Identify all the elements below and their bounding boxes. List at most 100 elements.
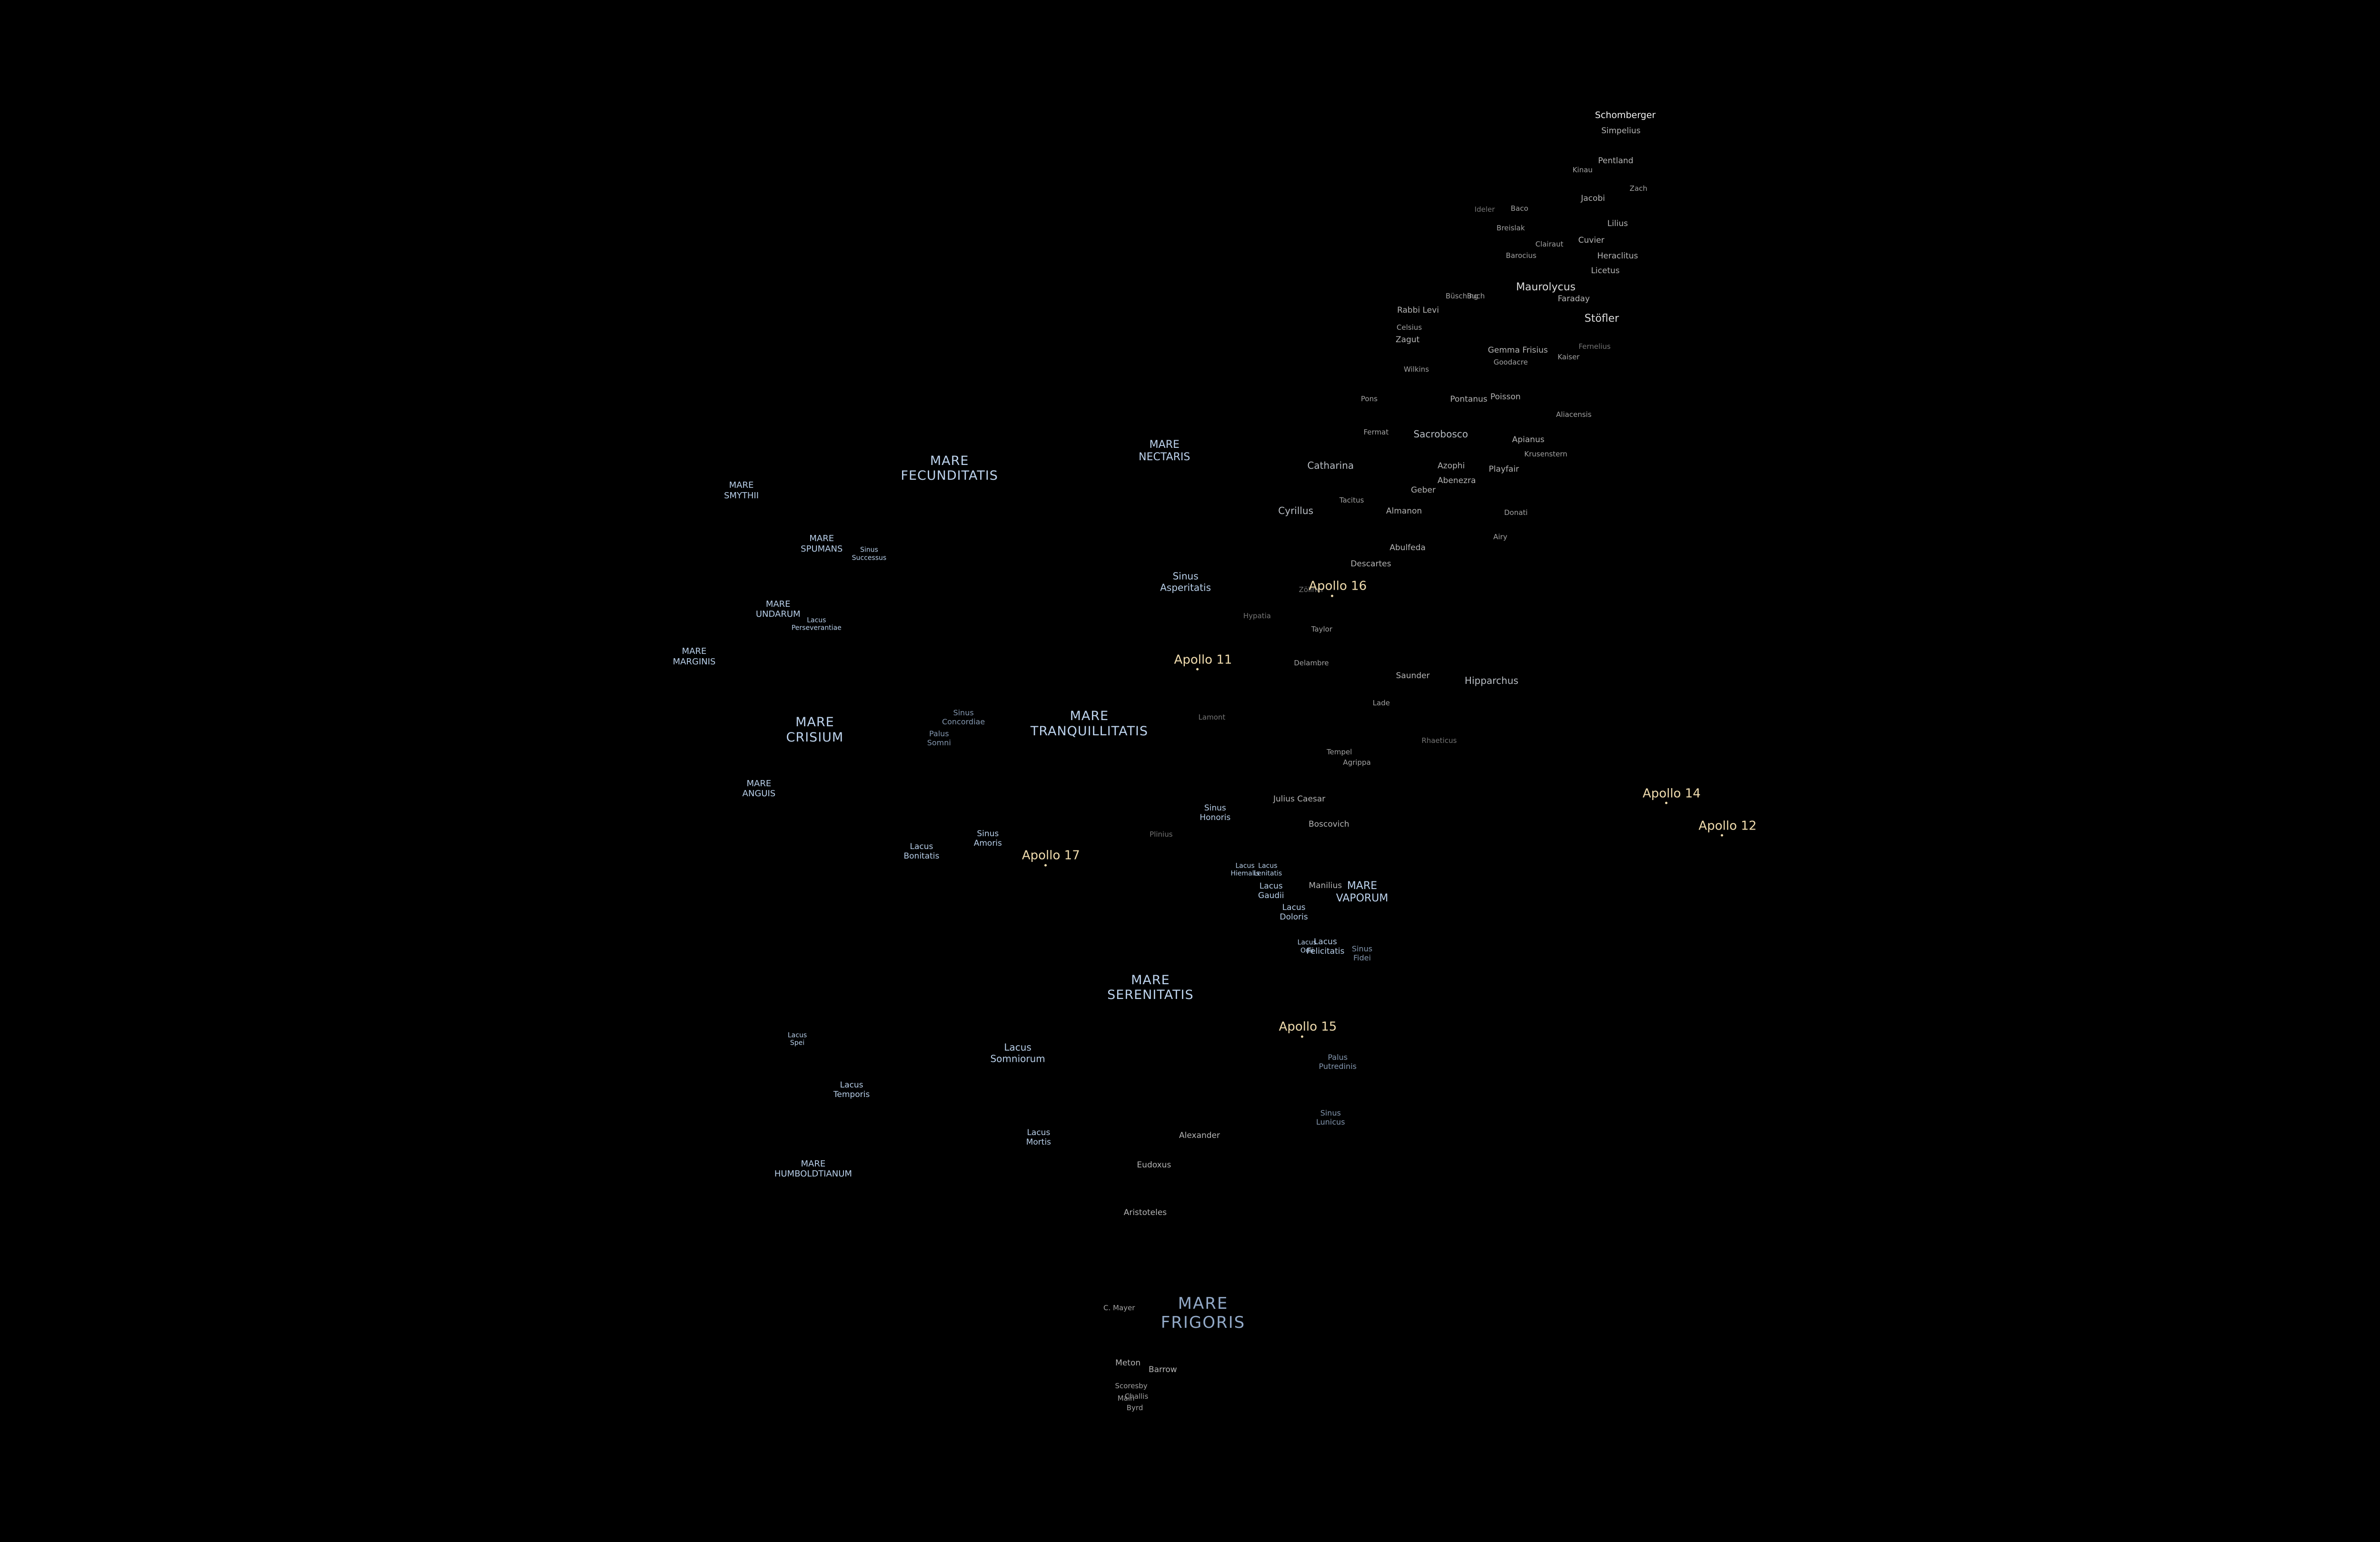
- crater-feature-label[interactable]: Barrow: [1148, 1365, 1177, 1375]
- crater-feature-label[interactable]: C. Mayer: [1103, 1304, 1135, 1313]
- crater-feature-label[interactable]: Saunder: [1396, 671, 1430, 681]
- mare-feature-label[interactable]: MARE VAPORUM: [1336, 880, 1388, 905]
- water-feature-label[interactable]: Lacus Bonitatis: [903, 842, 940, 861]
- crater-feature-label[interactable]: Abenezra: [1438, 476, 1476, 486]
- crater-feature-label[interactable]: Byrd: [1126, 1404, 1143, 1413]
- crater-feature-label[interactable]: Abulfeda: [1389, 543, 1426, 553]
- mare-feature-label[interactable]: MARE FRIGORIS: [1160, 1294, 1246, 1332]
- water-feature-label[interactable]: Sinus Lunicus: [1316, 1108, 1345, 1127]
- crater-feature-label[interactable]: Zöllner: [1299, 585, 1324, 594]
- crater-feature-label[interactable]: Wilkins: [1404, 365, 1429, 374]
- water-feature-label[interactable]: Sinus Concordiae: [942, 708, 985, 726]
- water-feature-label[interactable]: Lacus Lenitatis: [1253, 862, 1282, 878]
- mare-feature-label[interactable]: MARE MARGINIS: [673, 646, 716, 667]
- mare-feature-label[interactable]: MARE SERENITATIS: [1107, 972, 1194, 1003]
- mare-feature-label[interactable]: MARE SMYTHII: [724, 480, 759, 501]
- crater-feature-label[interactable]: Agrippa: [1343, 758, 1371, 767]
- crater-feature-label[interactable]: Barocius: [1506, 251, 1537, 260]
- crater-feature-label[interactable]: Challis: [1124, 1392, 1149, 1401]
- crater-feature-label[interactable]: Main: [1117, 1394, 1135, 1403]
- crater-feature-label[interactable]: Tempel: [1327, 748, 1352, 757]
- mare-feature-label[interactable]: MARE ANGUIS: [742, 778, 776, 799]
- water-feature-label[interactable]: Lacus Spei: [787, 1031, 807, 1047]
- crater-feature-label[interactable]: Pentland: [1598, 156, 1634, 166]
- water-feature-label[interactable]: Lacus Temporis: [833, 1080, 870, 1100]
- water-feature-label[interactable]: Sinus Asperitatis: [1160, 570, 1211, 593]
- crater-feature-label[interactable]: Fernelius: [1578, 342, 1611, 351]
- crater-feature-label[interactable]: Catharina: [1307, 460, 1354, 472]
- crater-feature-label[interactable]: Stöfler: [1584, 313, 1619, 325]
- mare-feature-label[interactable]: MARE NECTARIS: [1139, 438, 1190, 463]
- crater-feature-label[interactable]: Julius Caesar: [1273, 794, 1326, 804]
- crater-feature-label[interactable]: Goodacre: [1493, 358, 1528, 367]
- crater-feature-label[interactable]: Lamont: [1198, 713, 1226, 722]
- crater-feature-label[interactable]: Scoresby: [1115, 1382, 1148, 1391]
- crater-feature-label[interactable]: Pons: [1361, 395, 1378, 404]
- crater-feature-label[interactable]: Cuvier: [1578, 236, 1605, 246]
- water-feature-label[interactable]: Lacus Mortis: [1026, 1127, 1051, 1147]
- crater-feature-label[interactable]: Maurolycus: [1516, 281, 1576, 294]
- apollo-site-label[interactable]: Apollo 14: [1643, 786, 1701, 804]
- crater-feature-label[interactable]: Pontanus: [1450, 395, 1488, 405]
- water-feature-label[interactable]: Lacus Gaudii: [1258, 881, 1284, 900]
- water-feature-label[interactable]: Sinus Fidei: [1351, 944, 1373, 962]
- crater-feature-label[interactable]: Taylor: [1311, 624, 1333, 633]
- water-feature-label[interactable]: Lacus Somniorum: [990, 1041, 1045, 1065]
- water-feature-label[interactable]: Lacus Doloris: [1279, 903, 1308, 922]
- mare-feature-label[interactable]: MARE CRISIUM: [786, 714, 844, 745]
- crater-feature-label[interactable]: Cyrillus: [1278, 505, 1314, 517]
- crater-feature-label[interactable]: Boscovich: [1309, 820, 1349, 830]
- mare-feature-label[interactable]: MARE FECUNDITATIS: [901, 453, 998, 484]
- crater-feature-label[interactable]: Clairaut: [1535, 240, 1564, 249]
- crater-feature-label[interactable]: Simpelius: [1601, 126, 1641, 136]
- water-feature-label[interactable]: Lacus Felicitatis: [1306, 937, 1345, 957]
- crater-feature-label[interactable]: Poisson: [1490, 392, 1521, 402]
- crater-feature-label[interactable]: Celsius: [1397, 323, 1422, 332]
- apollo-site-label[interactable]: Apollo 17: [1022, 849, 1080, 867]
- crater-feature-label[interactable]: Delambre: [1294, 659, 1329, 668]
- apollo-site-label[interactable]: Apollo 12: [1698, 819, 1756, 837]
- crater-feature-label[interactable]: Zach: [1629, 184, 1647, 193]
- mare-feature-label[interactable]: MARE SPUMANS: [801, 534, 843, 554]
- crater-feature-label[interactable]: Baco: [1510, 204, 1528, 213]
- crater-feature-label[interactable]: Fermat: [1363, 428, 1389, 437]
- crater-feature-label[interactable]: Tacitus: [1339, 496, 1364, 505]
- mare-feature-label[interactable]: MARE UNDARUM: [755, 599, 801, 620]
- crater-feature-label[interactable]: Eudoxus: [1137, 1160, 1171, 1170]
- water-feature-label[interactable]: Sinus Successus: [852, 546, 887, 562]
- water-feature-label[interactable]: Sinus Amoris: [973, 829, 1002, 848]
- water-feature-label[interactable]: Lacus Odii: [1297, 939, 1317, 955]
- crater-feature-label[interactable]: Licetus: [1591, 266, 1620, 276]
- crater-feature-label[interactable]: Almanon: [1386, 506, 1422, 516]
- mare-feature-label[interactable]: MARE TRANQUILLITATIS: [1030, 708, 1149, 739]
- crater-feature-label[interactable]: Hypatia: [1243, 612, 1271, 621]
- crater-feature-label[interactable]: Kaiser: [1557, 353, 1580, 362]
- crater-feature-label[interactable]: Aristoteles: [1123, 1207, 1167, 1217]
- crater-feature-label[interactable]: Rabbi Levi: [1397, 305, 1439, 315]
- water-feature-label[interactable]: Lacus Hiemalis: [1230, 862, 1259, 878]
- water-feature-label[interactable]: Palus Putredinis: [1319, 1052, 1357, 1071]
- crater-feature-label[interactable]: Geber: [1411, 485, 1436, 495]
- crater-feature-label[interactable]: Azophi: [1438, 461, 1465, 471]
- crater-feature-label[interactable]: Gemma Frisius: [1488, 346, 1548, 356]
- crater-feature-label[interactable]: Breislak: [1497, 223, 1525, 232]
- water-feature-label[interactable]: Sinus Honoris: [1200, 803, 1231, 823]
- crater-feature-label[interactable]: Schomberger: [1595, 110, 1656, 121]
- water-feature-label[interactable]: Lacus Perseverantiae: [791, 616, 842, 632]
- crater-feature-label[interactable]: Lade: [1372, 699, 1390, 708]
- crater-feature-label[interactable]: Manilius: [1309, 880, 1342, 890]
- apollo-site-label[interactable]: Apollo 15: [1279, 1020, 1337, 1038]
- crater-feature-label[interactable]: Zagut: [1396, 335, 1420, 345]
- mare-feature-label[interactable]: MARE HUMBOLDTIANUM: [774, 1158, 852, 1179]
- apollo-site-label[interactable]: Apollo 16: [1309, 579, 1367, 597]
- crater-feature-label[interactable]: Heraclitus: [1597, 251, 1638, 261]
- crater-feature-label[interactable]: Airy: [1493, 533, 1507, 542]
- crater-feature-label[interactable]: Plinius: [1150, 830, 1173, 839]
- water-feature-label[interactable]: Palus Somni: [927, 729, 951, 747]
- crater-feature-label[interactable]: Sacrobosco: [1413, 428, 1468, 440]
- crater-feature-label[interactable]: Kinau: [1572, 166, 1593, 175]
- crater-feature-label[interactable]: Krusenstern: [1524, 450, 1567, 459]
- crater-feature-label[interactable]: Hipparchus: [1465, 674, 1518, 686]
- crater-feature-label[interactable]: Apianus: [1512, 435, 1545, 445]
- crater-feature-label[interactable]: Playfair: [1488, 465, 1519, 474]
